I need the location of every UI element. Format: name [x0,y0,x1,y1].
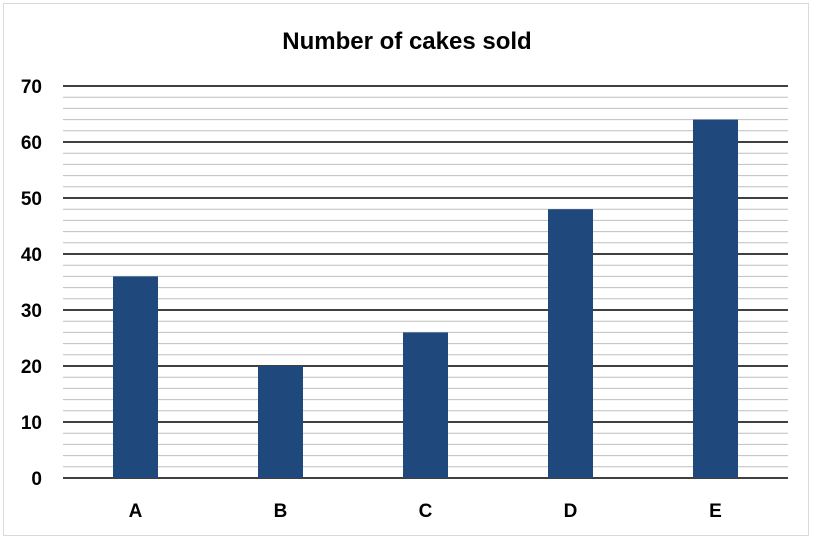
y-tick-label: 40 [21,245,42,266]
y-tick-label: 10 [21,413,42,434]
x-tick-label: C [419,501,433,522]
x-tick-label: D [564,501,578,522]
bars [113,119,738,478]
y-axis-tick-labels: 0 10 20 30 40 50 60 70 [21,77,42,490]
bar-c [403,332,448,478]
bar-a [113,276,158,478]
y-tick-label: 30 [21,301,42,322]
x-tick-label: A [129,501,143,522]
chart-title: Number of cakes sold [282,28,531,55]
x-axis-tick-labels: A B C D E [129,501,722,522]
bar-e [693,119,738,478]
y-tick-label: 20 [21,357,42,378]
y-tick-label: 50 [21,189,42,210]
x-tick-label: E [709,501,722,522]
x-tick-label: B [274,501,288,522]
y-tick-label: 60 [21,133,42,154]
y-tick-label: 70 [21,77,42,98]
bar-b [258,366,303,478]
y-tick-label: 0 [31,469,42,490]
bar-d [548,209,593,478]
